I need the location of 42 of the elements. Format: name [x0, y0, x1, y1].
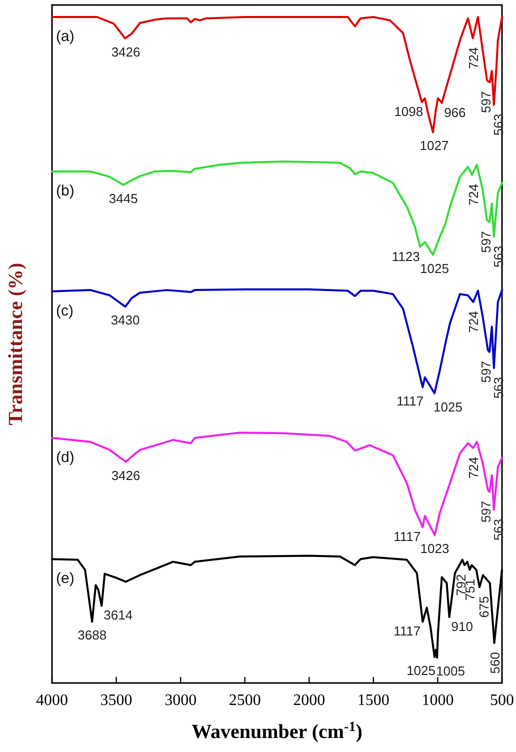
annotation: 3426: [111, 44, 140, 60]
x-tick-label: 4000: [36, 692, 68, 709]
annotation: 1005: [436, 664, 465, 679]
annotation: 1027: [420, 138, 449, 154]
series-label: (a): [56, 28, 74, 45]
annotation: 1023: [420, 541, 450, 556]
x-tick-label: 2500: [228, 692, 261, 709]
annotation: 1025: [420, 260, 449, 276]
x-axis-title: Wavenumber (cm$^{-1}$): [192, 720, 362, 743]
annotation: 724: [466, 456, 482, 479]
annotation: 3445: [108, 190, 138, 206]
annotation: 724: [466, 184, 482, 206]
annotation: 3614: [104, 608, 133, 623]
series-label: (c): [56, 302, 74, 320]
x-tick-label: 2000: [293, 692, 326, 709]
annotation: 1117: [394, 624, 421, 639]
annotation: 966: [444, 104, 466, 120]
annotation: 724: [466, 311, 482, 333]
series-label: (d): [56, 448, 74, 466]
annotation: 1025: [434, 399, 462, 414]
series-label: (b): [56, 182, 74, 200]
annotation: 1117: [394, 529, 421, 544]
y-axis-title: Transmittance (%): [5, 262, 27, 426]
x-tick-label: 1500: [357, 692, 390, 709]
annotation: 560: [487, 652, 502, 674]
annotation: 724: [466, 47, 482, 70]
annotation: 1098: [394, 104, 424, 120]
x-tick-label: 500: [490, 692, 514, 709]
x-tick-label: 3500: [100, 692, 132, 709]
annotation: 3426: [111, 468, 140, 483]
annotation: 3688: [78, 628, 107, 643]
x-tick-label: 3000: [164, 692, 197, 709]
annotation: 1123: [392, 248, 420, 264]
annotation: 1025: [406, 663, 436, 678]
annotation: 910: [451, 619, 473, 634]
annotation: 563: [490, 114, 506, 136]
annotation: 597: [478, 91, 494, 113]
annotation: 3430: [110, 312, 140, 328]
annotation: 1117: [396, 393, 424, 408]
series-label: (e): [56, 570, 74, 588]
annotation: 675: [476, 596, 492, 618]
x-tick-label: 1000: [422, 692, 454, 709]
